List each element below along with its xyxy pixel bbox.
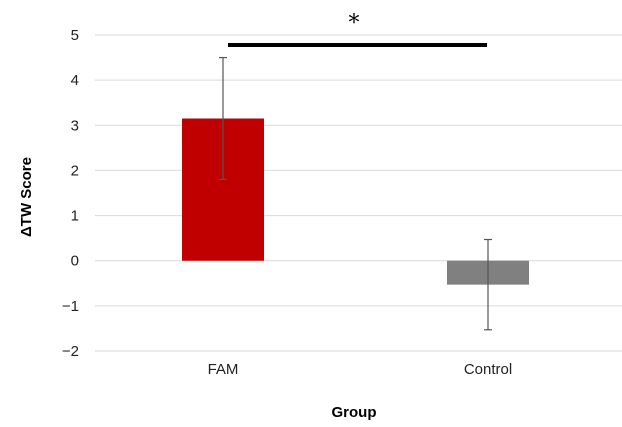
y-tick-label-2: 3 [71,117,79,134]
y-tick-label-1: 4 [71,72,79,89]
y-tick-label-7: −2 [62,343,79,360]
significance-marker: * [228,11,487,45]
x-tick-labels: FAM Control [208,361,513,378]
bars [182,119,529,285]
y-tick-label-5: 0 [71,253,79,270]
gridlines [95,35,622,351]
y-tick-label-6: −1 [62,298,79,315]
significance-label: * [349,11,360,36]
x-axis-title: Group [332,404,377,421]
y-tick-label-4: 1 [71,208,79,225]
y-tick-labels: 5 4 3 2 1 0 −1 −2 [62,27,79,360]
y-axis-title: ΔTW Score [18,157,35,237]
y-tick-label-3: 2 [71,162,79,179]
y-tick-label-0: 5 [71,27,79,44]
x-tick-label-fam: FAM [208,361,239,378]
x-tick-label-control: Control [464,361,512,378]
